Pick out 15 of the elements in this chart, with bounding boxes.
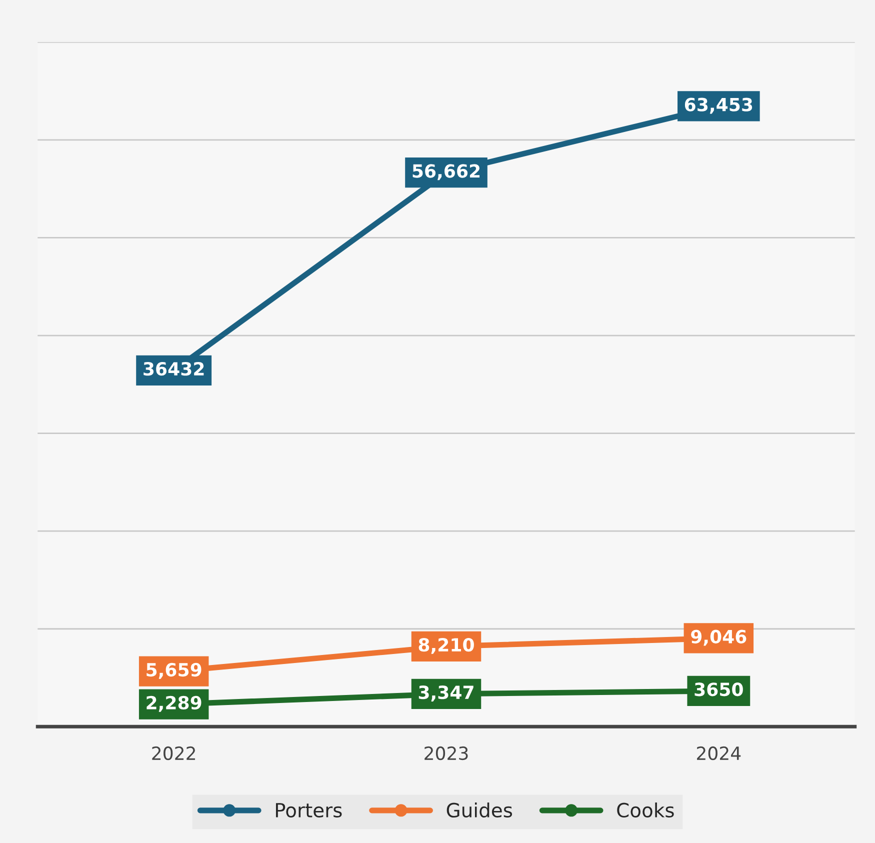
data-label: 2,289 xyxy=(146,696,202,712)
x-tick-label: 2024 xyxy=(697,746,741,760)
data-label: 3650 xyxy=(694,682,743,696)
data-label: 36432 xyxy=(144,362,204,376)
data-label: 5,659 xyxy=(146,662,202,679)
legend-label: Guides xyxy=(446,802,512,818)
legend-label: Cooks xyxy=(617,802,674,818)
data-label: 9,046 xyxy=(691,630,746,646)
legend-label: Porters xyxy=(276,803,342,818)
data-label: 63,453 xyxy=(684,98,752,114)
data-label: 3,347 xyxy=(418,686,474,702)
data-label: 56,662 xyxy=(412,164,480,180)
x-tick-label: 2023 xyxy=(424,746,468,760)
data-label: 8,210 xyxy=(418,638,474,654)
x-tick-label: 2022 xyxy=(152,746,195,760)
